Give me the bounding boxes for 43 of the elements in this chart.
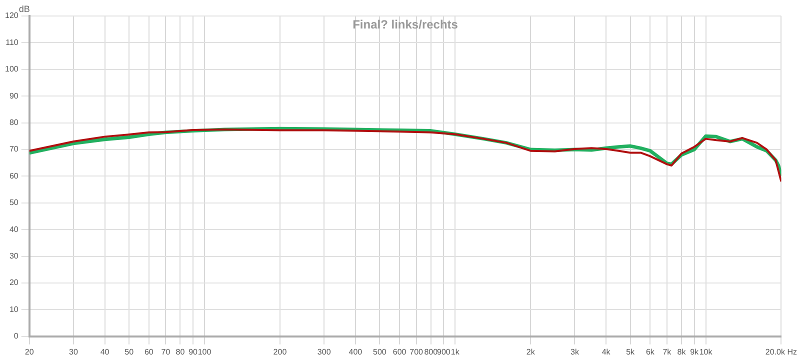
x-tick-label: 2k [526, 347, 536, 356]
y-tick-label: 80 [9, 118, 19, 128]
y-tick-label: 120 [4, 11, 19, 20]
y-tick-label: 100 [4, 64, 19, 74]
x-tick-label: 60 [144, 347, 154, 356]
y-tick-label: 30 [9, 252, 19, 261]
x-tick-label: 7k [662, 347, 672, 356]
x-tick-label: 3k [570, 347, 580, 356]
x-tick-label: 70 [161, 347, 171, 356]
x-tick-label: 5k [626, 347, 636, 356]
x-tick-label: 20.0k Hz [765, 347, 798, 356]
x-tick-label: 1k [450, 347, 460, 356]
x-tick-label: 9k [690, 347, 700, 356]
y-tick-label: 90 [9, 91, 19, 100]
x-tick-label: 80 [176, 347, 186, 356]
y-tick-label: 20 [9, 278, 19, 288]
y-tick-label: 60 [9, 171, 19, 180]
x-tick-label: 600 [392, 347, 407, 356]
x-tick-label: 500 [373, 347, 387, 356]
x-tick-label: 400 [348, 347, 363, 356]
y-tick-label: 110 [6, 38, 19, 47]
x-tick-label: 30 [69, 347, 78, 356]
x-tick-label: 100 [198, 347, 212, 356]
y-tick-label: 10 [9, 304, 19, 314]
x-tick-label: 200 [273, 347, 288, 356]
chart-title: Final? links/rechts [352, 17, 458, 32]
y-axis-title: dB [18, 4, 30, 14]
x-tick-label: 300 [317, 347, 332, 356]
x-tick-label: 800 [424, 347, 438, 356]
y-tick-label: 70 [9, 144, 19, 154]
x-tick-label: 4k [602, 347, 612, 356]
x-tick-label: 50 [124, 347, 134, 356]
x-tick-label: 10k [699, 347, 714, 356]
x-tick-label: 700 [410, 347, 424, 356]
y-tick-label: 40 [9, 224, 19, 234]
y-tick-label: 0 [14, 332, 19, 341]
x-tick-label: 40 [100, 347, 110, 356]
x-tick-label: 20 [24, 347, 34, 356]
x-tick-label: 6k [646, 347, 656, 356]
x-tick-label: 8k [677, 347, 687, 356]
x-tick-label: 900 [437, 347, 451, 356]
x-tick-label: 90 [188, 347, 198, 356]
y-tick-label: 50 [9, 198, 19, 208]
